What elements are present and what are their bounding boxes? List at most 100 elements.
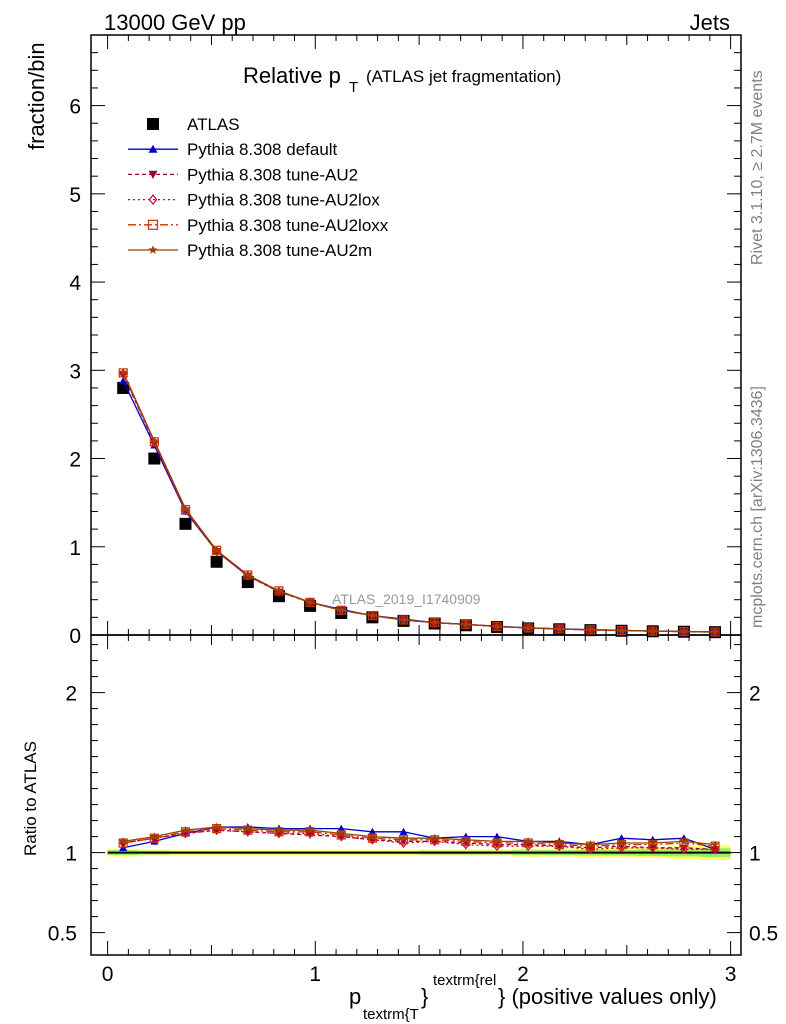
ratio-data-point — [274, 828, 283, 839]
legend-label: Pythia 8.308 tune-AU2 — [187, 165, 358, 184]
ratio-data-point — [493, 841, 501, 852]
ratio-data-point — [368, 832, 377, 841]
x-tick-label: 0 — [102, 963, 114, 986]
ratio-data-point — [710, 840, 720, 849]
x-axis-label-tail: } (positive values only) — [498, 984, 717, 1009]
legend-entry: Pythia 8.308 tune-AU2m — [128, 241, 372, 260]
ratio-y-tick-label: 0.5 — [48, 923, 77, 946]
legend-label: Pythia 8.308 default — [187, 140, 338, 159]
data-point — [461, 620, 470, 628]
ratio-y-tick-label-right: 1 — [749, 843, 761, 866]
ratio-y-tick-label-right: 2 — [749, 683, 761, 706]
data-point — [337, 605, 346, 614]
legend-entry: Pythia 8.308 tune-AU2loxx — [128, 216, 389, 235]
data-point — [399, 615, 408, 624]
legend-marker — [148, 245, 158, 254]
ratio-series-line — [123, 829, 715, 851]
ratio-data-point — [555, 838, 564, 847]
data-point — [119, 368, 128, 379]
legend-marker — [148, 194, 158, 206]
legend-entry: ATLAS — [147, 115, 240, 134]
ratio-data-point — [586, 844, 595, 855]
data-point — [181, 504, 190, 513]
ratio-data-point — [399, 838, 408, 848]
main-y-tick-label: 0 — [69, 625, 81, 648]
energy-label: 13000 GeV pp — [104, 10, 246, 35]
data-point-atlas — [210, 555, 223, 568]
legend-label: Pythia 8.308 tune-AU2m — [187, 241, 372, 260]
legend-marker — [148, 144, 158, 153]
x-axis-label: p textrm{T } textrm{rel } (positive valu… — [349, 972, 717, 1023]
ratio-data-point — [492, 837, 502, 845]
x-axis-label-superscript: textrm{rel — [433, 972, 496, 989]
ratio-data-point — [617, 842, 626, 853]
x-tick-label: 2 — [517, 963, 529, 986]
ratio-data-point — [430, 833, 439, 842]
legend-label: Pythia 8.308 tune-AU2lox — [187, 191, 380, 210]
ratio-data-point — [524, 841, 533, 852]
ratio-data-point — [461, 835, 470, 844]
ratio-data-point — [679, 837, 689, 845]
ratio-data-point — [524, 837, 533, 845]
ratio-data-point — [337, 831, 346, 842]
legend-label: Pythia 8.308 tune-AU2loxx — [187, 216, 389, 235]
ratio-data-point — [243, 824, 252, 833]
main-y-tick-label: 5 — [69, 184, 81, 207]
legend-entry: Pythia 8.308 tune-AU2lox — [128, 191, 380, 210]
ratio-y-tick-label: 2 — [65, 683, 77, 706]
title-subscript: T — [349, 79, 358, 96]
data-point-atlas — [117, 381, 130, 394]
ratio-data-point — [305, 825, 315, 834]
data-point — [305, 598, 315, 606]
data-point — [150, 436, 159, 445]
ratio-data-point — [461, 839, 470, 850]
rivet-label: Rivet 3.1.10, ≥ 2.7M events — [749, 70, 766, 265]
main-y-tick-label: 3 — [69, 360, 81, 383]
ratio-data-point — [399, 833, 408, 842]
title-paren: (ATLAS jet fragmentation) — [366, 67, 561, 86]
plot-title: Relative p T (ATLAS jet fragmentation) — [243, 63, 561, 96]
ratio-series-pythia-8-308-tune-au2m — [119, 822, 720, 849]
ratio-data-point — [119, 837, 128, 845]
legend-entry: Pythia 8.308 default — [128, 140, 338, 159]
ratio-data-point — [648, 842, 657, 853]
x-tick-label: 1 — [309, 963, 321, 986]
data-point — [430, 618, 439, 627]
x-axis-label-p: p — [349, 984, 361, 1009]
ratio-panel-frame — [90, 634, 742, 956]
ratio-data-point — [679, 844, 688, 855]
ratio-data-point — [337, 829, 346, 837]
ratio-series-line — [123, 827, 716, 847]
data-point — [617, 626, 626, 635]
data-point-atlas — [148, 452, 161, 465]
ratio-axis-ticks: 0.5 0.5 1 1 2 2 0 1 2 3 — [48, 635, 778, 986]
legend-label: ATLAS — [187, 115, 240, 134]
data-point — [181, 505, 190, 516]
ratio-data-point — [492, 832, 501, 840]
legend-entry: Pythia 8.308 tune-AU2 — [128, 165, 358, 184]
y-axis-label-ratio: Ratio to ATLAS — [21, 741, 40, 856]
data-point — [274, 586, 284, 595]
data-point — [586, 625, 595, 634]
legend-marker — [147, 219, 159, 230]
legend-marker — [147, 118, 159, 130]
data-point — [119, 376, 128, 385]
y-axis-label-main: fraction/bin — [24, 42, 49, 150]
ratio-series-line — [123, 826, 716, 846]
data-point — [555, 624, 564, 633]
main-y-tick-label: 6 — [69, 96, 81, 119]
ratio-data-point — [648, 838, 657, 847]
legend: ATLAS Pythia 8.308 default Pythia 8.308 tu… — [128, 115, 389, 260]
data-point — [368, 611, 377, 620]
ratio-y-tick-label: 1 — [65, 843, 77, 866]
x-tick-label: 3 — [725, 963, 737, 986]
ratio-y-tick-label-right: 0.5 — [749, 923, 778, 946]
data-point-atlas — [179, 517, 192, 530]
mcplots-label: mcplots.cern.ch [arXiv:1306.3436] — [749, 386, 766, 628]
data-point — [243, 570, 252, 579]
series-pythia-8-308-tune-au2m — [119, 367, 720, 636]
ratio-data-point — [586, 840, 595, 849]
ratio-data-point — [617, 838, 626, 847]
ratio-series-line — [123, 829, 716, 851]
